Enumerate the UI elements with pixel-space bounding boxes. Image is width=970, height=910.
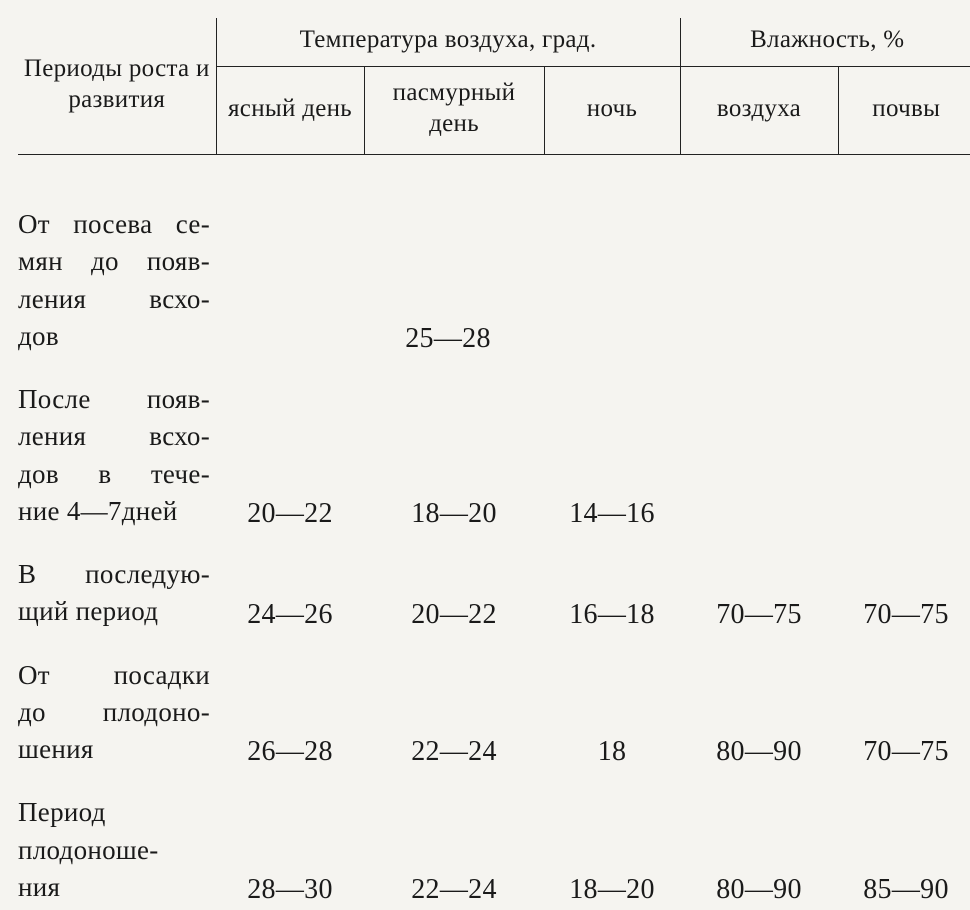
- cell-soil: 70—75: [838, 534, 970, 635]
- cell-soil: [838, 359, 970, 534]
- cell-night: 18—20: [544, 772, 680, 910]
- cell-night: 16—18: [544, 534, 680, 635]
- cell-clear: 26—28: [216, 635, 364, 773]
- table-row: Периодплодоноше-ния28—3022—2418—2080—908…: [18, 772, 970, 910]
- cell-cloudy: 20—22: [364, 534, 544, 635]
- growth-conditions-table: Периоды роста и развития Температура воз…: [18, 18, 970, 910]
- cell-air: 70—75: [680, 534, 838, 635]
- cell-night: 18: [544, 635, 680, 773]
- header-group-humidity: Влажность, %: [680, 18, 970, 67]
- table-row: В последую-щий период24—2620—2216—1870—7…: [18, 534, 970, 635]
- cell-cloudy: 22—24: [364, 635, 544, 773]
- cell-soil: 85—90: [838, 772, 970, 910]
- cell-air: 80—90: [680, 635, 838, 773]
- row-label: От посева се-мян до появ-ления всхо-дов: [18, 184, 216, 359]
- header-sub-soil: почвы: [838, 67, 970, 155]
- table-row: После появ-ления всхо-дов в тече-ние 4—7…: [18, 359, 970, 534]
- cell-cloudy: 18—20: [364, 359, 544, 534]
- header-sub-cloudy: пасмурный день: [364, 67, 544, 155]
- cell-clear: 20—22: [216, 359, 364, 534]
- cell-air: [680, 359, 838, 534]
- row-label: Периодплодоноше-ния: [18, 772, 216, 910]
- cell-clear: 28—30: [216, 772, 364, 910]
- header-sub-air: воздуха: [680, 67, 838, 155]
- cell-clear: 24—26: [216, 534, 364, 635]
- table-row: От посева се-мян до появ-ления всхо-дов2…: [18, 184, 970, 359]
- row-label: После появ-ления всхо-дов в тече-ние 4—7…: [18, 359, 216, 534]
- header-sub-night: ночь: [544, 67, 680, 155]
- cell-cloudy: 25—28: [216, 184, 680, 359]
- cell-night: 14—16: [544, 359, 680, 534]
- cell-air: 80—90: [680, 772, 838, 910]
- table-row: От посадкидо плодоно-шения26—2822—241880…: [18, 635, 970, 773]
- header-sub-clear: ясный день: [216, 67, 364, 155]
- row-label: В последую-щий период: [18, 534, 216, 635]
- header-rowlabel: Периоды роста и развития: [18, 18, 216, 154]
- row-label: От посадкидо плодоно-шения: [18, 635, 216, 773]
- table-body: От посева се-мян до появ-ления всхо-дов2…: [18, 154, 970, 910]
- cell-cloudy: 22—24: [364, 772, 544, 910]
- cell-soil: 70—75: [838, 635, 970, 773]
- header-group-temperature: Температура воздуха, град.: [216, 18, 680, 67]
